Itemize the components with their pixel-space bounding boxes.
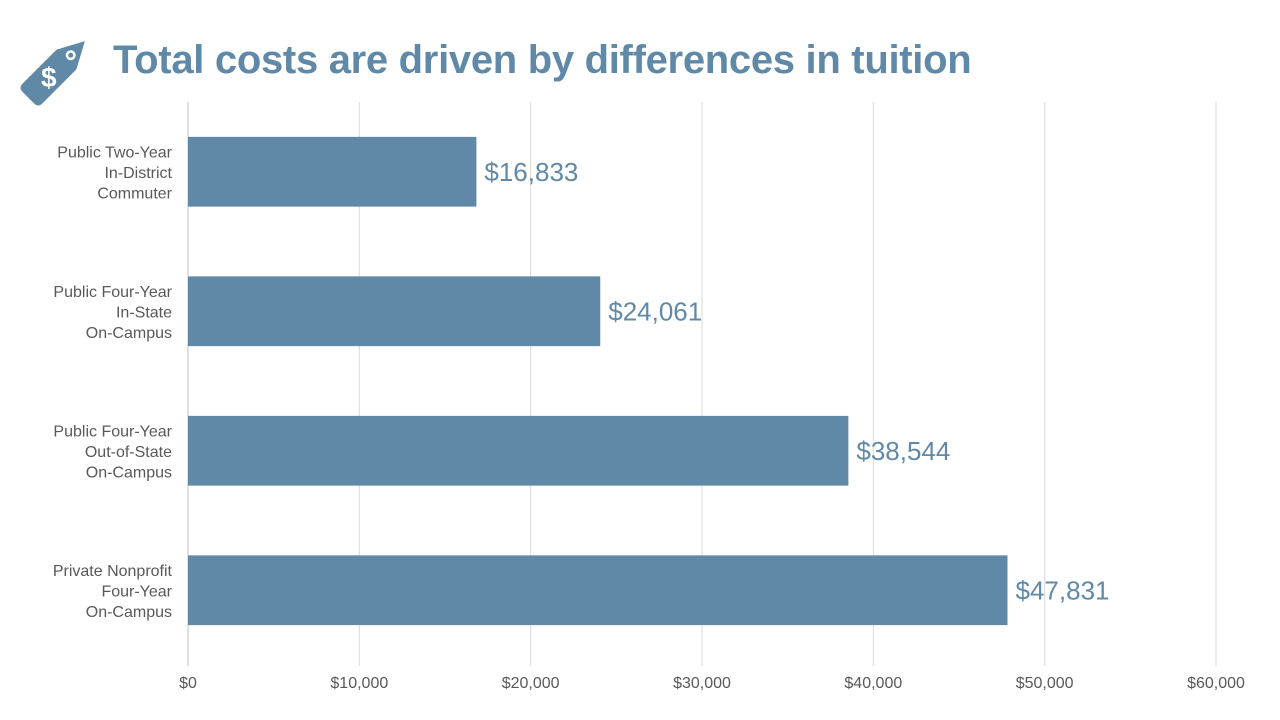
x-tick-label: $60,000: [1187, 675, 1245, 692]
x-tick-label: $50,000: [1016, 675, 1074, 692]
bar: [188, 276, 601, 347]
category-label: On-Campus: [86, 604, 172, 621]
category-label: Public Four-Year: [53, 284, 172, 301]
value-label: $47,831: [1016, 575, 1110, 605]
category-label: Four-Year: [101, 583, 172, 600]
category-label: Public Four-Year: [53, 423, 172, 440]
category-label: Public Two-Year: [57, 144, 172, 161]
category-label: On-Campus: [86, 464, 172, 481]
x-tick-label: $10,000: [330, 675, 388, 692]
bar: [188, 415, 849, 486]
category-label: Out-of-State: [85, 444, 172, 461]
svg-text:$: $: [41, 62, 57, 93]
chart-title: Total costs are driven by differences in…: [113, 38, 972, 82]
category-label: In-State: [116, 304, 172, 321]
category-label: On-Campus: [86, 325, 172, 342]
x-tick-label: $0: [179, 675, 197, 692]
bar: [188, 555, 1008, 626]
x-tick-label: $40,000: [844, 675, 902, 692]
value-label: $16,833: [484, 157, 578, 187]
value-label: $24,061: [608, 296, 702, 326]
price-tag-dollar-icon: $: [20, 41, 85, 106]
category-label: Commuter: [97, 185, 172, 202]
value-label: $38,544: [856, 436, 950, 466]
header: $ Total costs are driven by differences …: [0, 0, 1280, 110]
x-tick-label: $30,000: [673, 675, 731, 692]
category-label: In-District: [104, 165, 172, 182]
x-tick-label: $20,000: [502, 675, 560, 692]
bar: [188, 136, 477, 207]
category-label: Private Nonprofit: [53, 563, 173, 580]
